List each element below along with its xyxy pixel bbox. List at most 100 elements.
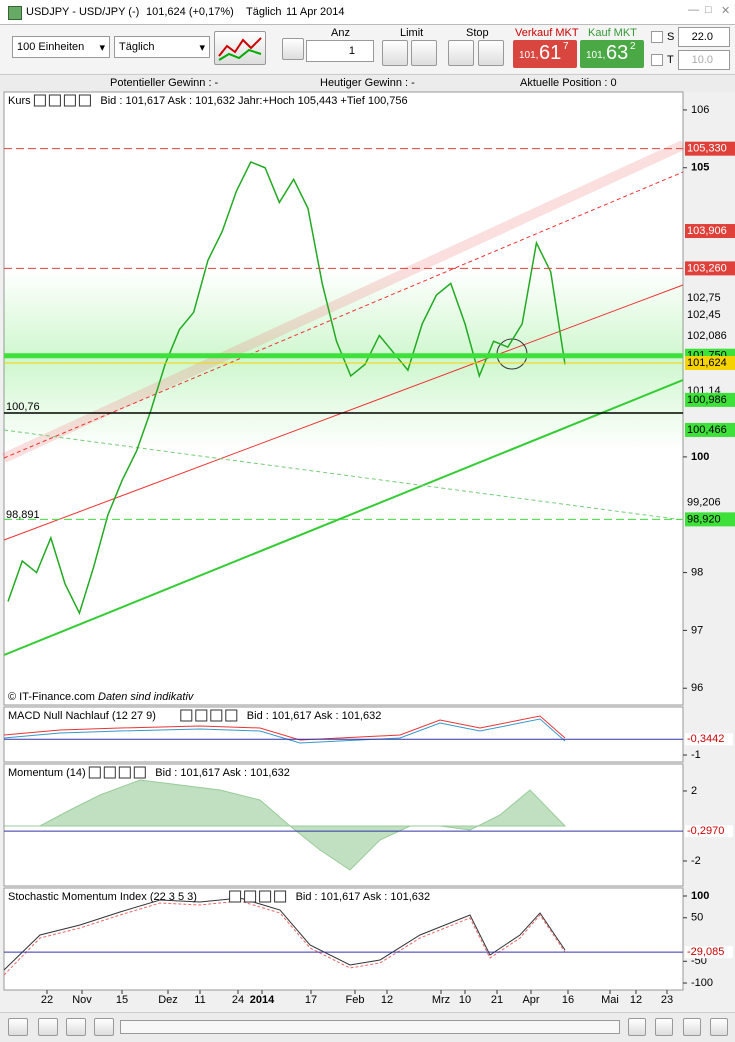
- panel-icon: [229, 890, 242, 903]
- interval-select[interactable]: Täglich ▾: [114, 36, 210, 58]
- y-tick-label: -2: [691, 855, 701, 867]
- x-tick-label: 12: [381, 994, 393, 1006]
- channel-top: [3, 171, 684, 459]
- x-tick-label: 12: [630, 994, 642, 1006]
- y-tick-label: -50: [691, 955, 707, 967]
- zoom-out[interactable]: [683, 1018, 701, 1036]
- sell-small: 101,: [519, 50, 539, 61]
- smi-panel-bg: [3, 887, 684, 991]
- limit-sell[interactable]: [411, 40, 437, 66]
- macd-panel-bg: [3, 706, 684, 763]
- panel-icon: [63, 94, 76, 107]
- buy-button[interactable]: 101, 63 2: [580, 40, 644, 68]
- window-title: USDJPY - USD/JPY (-): [26, 6, 140, 18]
- settings-button[interactable]: [282, 38, 304, 60]
- trend-dash: [3, 429, 684, 521]
- t-value: 10.0: [691, 54, 713, 66]
- price-label: 103,906: [687, 225, 727, 237]
- panel-icon: [180, 709, 193, 722]
- status: Potentieller Gewinn : -: [110, 77, 219, 89]
- channel-glow: [1, 140, 686, 463]
- t-checkbox[interactable]: [651, 54, 663, 66]
- x-tick-label: 23: [661, 994, 673, 1006]
- x-tick-label: 2014: [250, 994, 275, 1006]
- s-value: 22.0: [691, 31, 713, 43]
- panel-icon: [103, 766, 116, 779]
- arrow: ▾: [99, 42, 105, 54]
- panel-title: MACD Null Nachlauf (12 27 9): [8, 710, 156, 722]
- panel-icon: [225, 709, 238, 722]
- minimize[interactable]: —: [688, 4, 699, 16]
- price-label: 99,206: [687, 497, 721, 509]
- zoom-in[interactable]: [710, 1018, 728, 1036]
- price-line: [7, 161, 566, 616]
- stop-sell[interactable]: [478, 40, 504, 66]
- panel-info: Bid : 101,617 Ask : 101,632 Jahr:+Hoch 1…: [100, 95, 407, 107]
- panel-title: Stochastic Momentum Index (22 3 5 3): [8, 891, 197, 903]
- panel-info: Bid : 101,617 Ask : 101,632: [247, 710, 382, 722]
- y-tick-label: 100: [691, 890, 709, 902]
- note: Daten sind indikativ: [98, 691, 195, 703]
- stop-buy[interactable]: [448, 40, 474, 66]
- panel-icon: [244, 890, 257, 903]
- y-tick-label: 98: [691, 566, 703, 578]
- interval: Täglich: [119, 41, 155, 53]
- macd-signal: [3, 718, 566, 744]
- tool[interactable]: [66, 1018, 86, 1036]
- indicator-button[interactable]: [214, 31, 266, 65]
- buy-sup: 2: [630, 41, 636, 52]
- price-label: 105,330: [687, 143, 727, 155]
- t-label: T: [667, 54, 674, 66]
- title-bar: USDJPY - USD/JPY (-) 101,624 (+0,17%) Tä…: [0, 0, 735, 25]
- panel-info: Bid : 101,617 Ask : 101,632: [155, 767, 290, 779]
- x-tick-label: 21: [491, 994, 503, 1006]
- units-select[interactable]: 100 Einheiten ▾: [12, 36, 110, 58]
- price-label: 102,75: [687, 292, 721, 304]
- x-tick-label: Mrz: [432, 994, 450, 1006]
- panel-icon: [259, 890, 272, 903]
- value-label-bg: [685, 946, 733, 959]
- limit-label: Limit: [400, 27, 424, 39]
- zoom[interactable]: [655, 1018, 673, 1036]
- qty-input[interactable]: 1: [306, 40, 374, 62]
- chart-area: Kurs Bid : 101,617 Ask : 101,632 Jahr:+Ho…: [1, 91, 735, 1006]
- y-tick-label: 2: [691, 785, 697, 797]
- tool[interactable]: [38, 1018, 58, 1036]
- y-tick-label: -1: [691, 749, 701, 761]
- maximize[interactable]: □: [705, 4, 712, 16]
- t-input[interactable]: 10.0: [678, 50, 730, 70]
- y-tick-label: 106: [691, 104, 709, 116]
- y-tick-label: 97: [691, 624, 703, 636]
- panel-icon: [118, 766, 131, 779]
- panel-icon: [195, 709, 208, 722]
- s-checkbox[interactable]: [651, 31, 663, 43]
- tool[interactable]: [94, 1018, 114, 1036]
- trend-support: [3, 379, 684, 656]
- price-label-bg: [685, 355, 735, 370]
- tool[interactable]: [628, 1018, 646, 1036]
- x-tick-label: 17: [305, 994, 317, 1006]
- toolbar: 100 Einheiten ▾ Täglich ▾ Anz 1 Limit Stop…: [0, 25, 735, 73]
- panel-icon: [78, 94, 91, 107]
- panel-icon: [210, 709, 223, 722]
- x-tick-label: 15: [116, 994, 128, 1006]
- close[interactable]: ✕: [721, 5, 731, 17]
- s-label: S: [667, 31, 675, 43]
- window-period: Täglich: [246, 6, 282, 18]
- price-label-bg: [685, 141, 735, 156]
- momentum-panel-bg: [3, 763, 684, 887]
- tool[interactable]: [8, 1018, 28, 1036]
- price-label: 101,624: [687, 357, 727, 369]
- s-input[interactable]: 22.0: [678, 27, 730, 47]
- scrollbar[interactable]: [120, 1020, 620, 1034]
- value-label: -0,2970: [687, 825, 724, 837]
- sell-big: 61: [539, 42, 562, 64]
- price-label: 103,260: [687, 262, 727, 274]
- panel-icon: [48, 94, 61, 107]
- value-label: -0,3442: [687, 733, 724, 745]
- app-icon: [8, 6, 22, 20]
- y-tick-label: -100: [691, 977, 713, 989]
- sell-button[interactable]: 101, 61 7: [513, 40, 577, 68]
- limit-buy[interactable]: [382, 40, 408, 66]
